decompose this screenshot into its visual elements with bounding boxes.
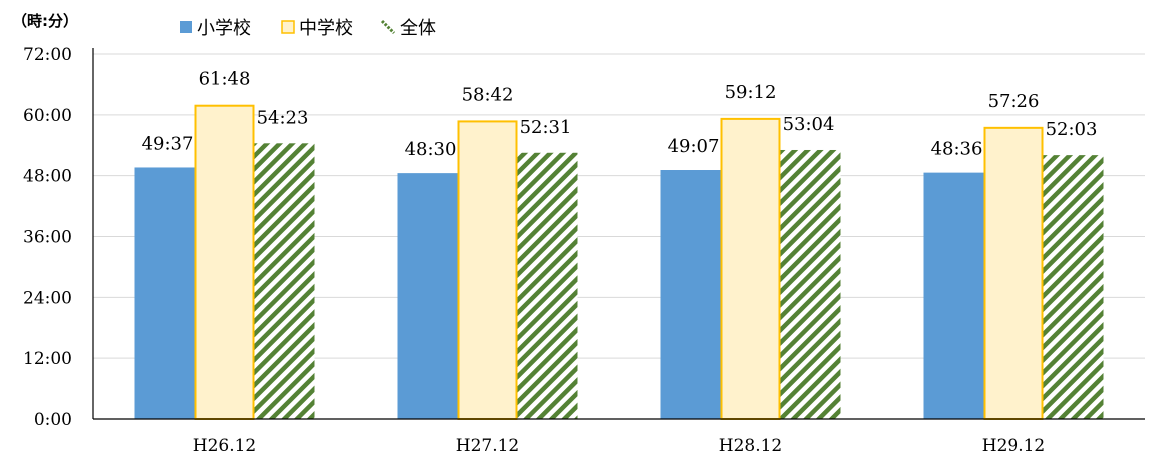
data-label: 52:03 [1046, 119, 1098, 140]
legend-swatch [380, 19, 396, 35]
bar-全体 [780, 149, 841, 419]
bar-中学校 [983, 126, 1044, 420]
x-tick-label: H26.12 [193, 436, 257, 456]
bar-全体 [517, 152, 578, 420]
x-tick-label: H27.12 [456, 436, 520, 456]
legend-swatch [180, 21, 192, 33]
bar-全体 [1043, 155, 1104, 419]
legend-label: 全体 [400, 18, 436, 39]
bar-全体 [254, 143, 315, 420]
data-label: 54:23 [257, 107, 309, 128]
x-tick-label: H28.12 [719, 436, 783, 456]
data-label: 48:30 [405, 139, 457, 160]
y-unit-label: （時:分） [12, 12, 78, 30]
bar-中学校 [457, 120, 518, 420]
x-tick-label: H29.12 [982, 436, 1046, 456]
bar-小学校 [397, 173, 458, 419]
y-tick-label: 72:00 [23, 45, 72, 65]
legend-label: 小学校 [197, 18, 251, 39]
data-label: 59:12 [725, 82, 777, 103]
data-label: 61:48 [199, 69, 251, 90]
data-label: 52:31 [520, 117, 572, 138]
bar-中学校 [194, 104, 255, 420]
bar-小学校 [660, 170, 721, 419]
data-label: 58:42 [462, 84, 514, 105]
data-label: 49:37 [142, 133, 194, 154]
y-tick-label: 60:00 [23, 106, 72, 126]
data-label: 57:26 [988, 91, 1040, 112]
y-tick-label: 0:00 [34, 410, 72, 430]
y-tick-label: 12:00 [23, 349, 72, 369]
bar-小学校 [923, 172, 984, 419]
data-label: 48:36 [931, 139, 983, 160]
bar-小学校 [134, 167, 195, 419]
data-label: 49:07 [668, 136, 720, 157]
y-tick-label: 36:00 [23, 228, 72, 248]
legend-swatch [281, 20, 295, 34]
y-tick-label: 48:00 [23, 167, 72, 187]
y-tick-label: 24:00 [23, 288, 72, 308]
legend-label: 中学校 [299, 18, 353, 39]
bar-中学校 [720, 117, 781, 420]
data-label: 53:04 [783, 114, 835, 135]
